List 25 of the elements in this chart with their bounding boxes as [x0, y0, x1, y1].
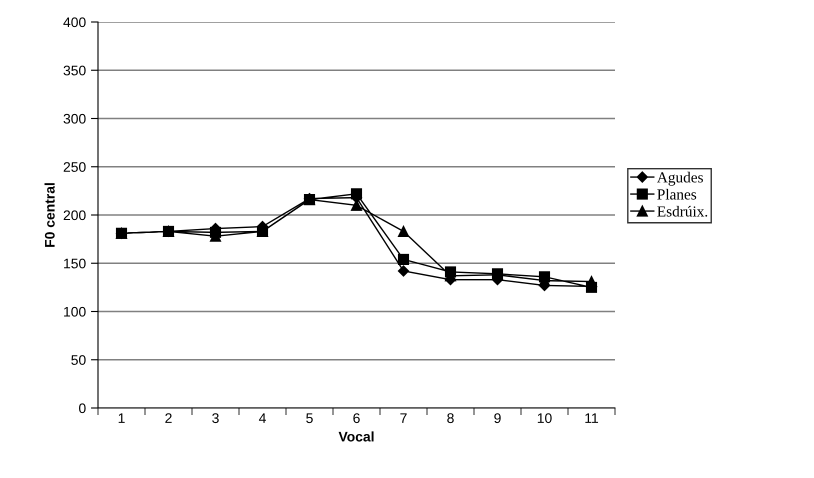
y-tick-label: 100 [64, 306, 86, 317]
x-tick-label: 6 [353, 413, 360, 424]
y-tick-label: 0 [79, 403, 86, 414]
legend-label: Esdrúix. [657, 206, 708, 217]
x-tick-label: 9 [494, 413, 501, 424]
x-tick-label: 11 [585, 413, 598, 423]
y-tick-label: 200 [64, 210, 86, 220]
legend-label: Planes [657, 188, 696, 200]
y-tick-label: 400 [63, 17, 86, 28]
x-tick-label: 7 [400, 413, 407, 423]
x-tick-label: 8 [447, 413, 454, 424]
x-tick-label: 1 [118, 413, 125, 423]
legend-label: Agudes [656, 172, 703, 186]
x-tick-label: 2 [165, 413, 172, 423]
y-tick-label: 350 [64, 66, 86, 76]
x-tick-label: 4 [258, 413, 266, 423]
y-tick-label: 50 [71, 355, 86, 365]
x-tick-label: 5 [306, 413, 313, 424]
x-axis-title: Vocal [338, 431, 374, 442]
y-axis-title: F0 central [44, 183, 55, 247]
y-tick-label: 300 [64, 114, 86, 124]
y-tick-label: 150 [64, 258, 86, 268]
y-tick-label: 250 [64, 162, 86, 172]
x-tick-label: 3 [212, 413, 219, 424]
x-tick-label: 10 [538, 413, 552, 424]
